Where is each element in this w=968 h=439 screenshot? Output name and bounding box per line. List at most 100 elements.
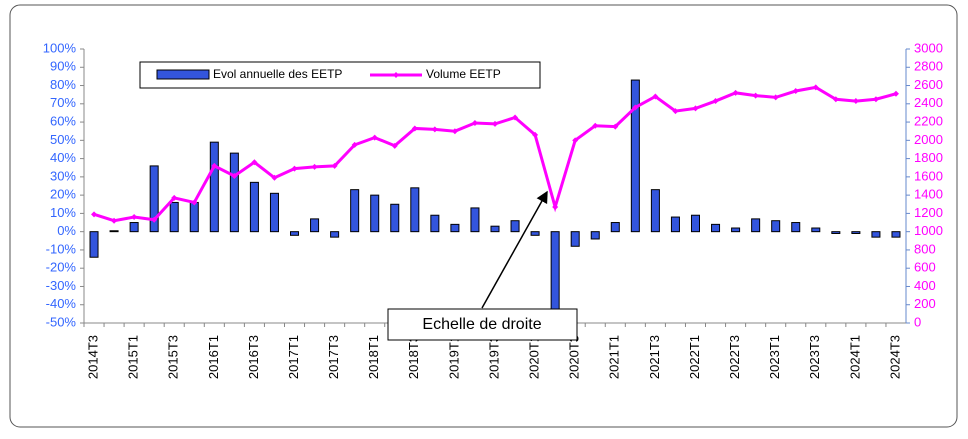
line-marker — [411, 125, 418, 132]
line-marker — [331, 162, 338, 169]
bar — [490, 225, 500, 233]
x-tick-label: 2016T1 — [206, 335, 221, 379]
line-marker — [712, 98, 719, 105]
y-tick-label: 40% — [50, 150, 76, 165]
annotation: Echelle de droite — [422, 316, 541, 333]
bar — [470, 207, 480, 233]
y2-tick-label: 800 — [914, 241, 936, 256]
line-marker — [351, 141, 358, 148]
bar — [731, 227, 741, 233]
x-tick-label: 2020T3 — [567, 335, 582, 379]
y2-tick-label: 0 — [914, 314, 921, 329]
line-marker — [832, 96, 839, 103]
x-tick-label: 2023T3 — [807, 335, 822, 379]
line-marker — [872, 96, 879, 103]
x-tick-label: 2019T3 — [486, 335, 501, 379]
y-tick-label: 10% — [50, 205, 76, 220]
bar — [149, 165, 159, 233]
y-tick-label: 30% — [50, 168, 76, 183]
y-tick-label: 90% — [50, 59, 76, 74]
bar — [711, 223, 721, 233]
bar — [129, 222, 139, 233]
legend-label: Volume EETP — [426, 67, 501, 81]
y2-tick-label: 1400 — [914, 187, 943, 202]
bar — [550, 231, 560, 320]
bar — [590, 231, 600, 240]
x-tick-label: 2024T1 — [847, 335, 862, 379]
line-marker — [852, 98, 859, 105]
bar — [450, 223, 460, 233]
bar — [570, 231, 580, 247]
line-marker — [652, 93, 659, 100]
x-tick-label: 2017T3 — [326, 335, 341, 379]
bar — [330, 231, 340, 238]
bar — [209, 141, 219, 233]
bar — [430, 214, 440, 233]
y2-tick-label: 1800 — [914, 150, 943, 165]
y2-tick-label: 1000 — [914, 223, 943, 238]
bar — [891, 231, 901, 238]
line-marker — [632, 104, 639, 111]
line-marker — [492, 120, 498, 127]
x-tick-label: 2016T3 — [246, 335, 261, 379]
line-marker — [211, 162, 218, 169]
y2-tick-label: 600 — [914, 260, 936, 275]
line-marker — [772, 94, 779, 101]
bar — [310, 218, 320, 233]
x-tick-label: 2017T1 — [286, 335, 301, 379]
line-marker — [692, 105, 699, 112]
bar — [751, 218, 761, 233]
annotation-arrow — [481, 190, 548, 309]
line-marker — [91, 211, 98, 218]
x-tick-label: 2021T3 — [647, 335, 662, 379]
bar — [871, 231, 881, 238]
bar — [109, 230, 119, 233]
x-tick-label: 2019T1 — [446, 335, 461, 379]
line-marker — [592, 122, 599, 129]
line-marker — [171, 194, 178, 201]
y2-tick-label: 2200 — [914, 114, 943, 129]
line-marker — [532, 131, 539, 138]
annotation-box — [387, 308, 578, 341]
bar — [290, 231, 300, 236]
bar — [189, 201, 199, 233]
bar — [771, 220, 781, 233]
bar — [510, 220, 520, 233]
y2-tick-label: 2600 — [914, 77, 943, 92]
line-marker — [191, 199, 198, 206]
bar — [269, 192, 279, 233]
x-tick-label: 2021T1 — [607, 335, 622, 379]
line-marker — [672, 108, 679, 115]
line-marker — [151, 216, 158, 223]
line-marker — [792, 88, 799, 95]
legend-marker — [393, 72, 399, 78]
x-tick-label: 2024T3 — [887, 335, 902, 379]
y2-tick-label: 2800 — [914, 59, 943, 74]
legend-label: Evol annuelle des EETP — [213, 67, 342, 81]
y-tick-label: -10% — [46, 241, 77, 256]
x-tick-label: 2018T3 — [406, 335, 421, 379]
line-marker — [732, 89, 739, 96]
bar — [390, 203, 400, 233]
line-marker — [371, 134, 378, 141]
x-tick-label: 2014T3 — [85, 335, 100, 379]
chart-frame — [9, 4, 958, 428]
y-tick-label: -40% — [46, 296, 77, 311]
bar — [791, 222, 801, 233]
bar — [811, 227, 821, 233]
bar — [851, 231, 861, 234]
y-tick-label: -30% — [46, 278, 77, 293]
y-tick-label: 0% — [57, 223, 76, 238]
x-tick-label: 2022T1 — [687, 335, 702, 379]
line-marker — [612, 123, 619, 130]
line-marker — [812, 84, 819, 91]
x-tick-label: 2015T3 — [166, 335, 181, 379]
bar — [169, 201, 179, 233]
bar — [670, 216, 680, 233]
line-marker — [251, 159, 258, 166]
line-marker — [752, 92, 759, 99]
bar — [249, 181, 259, 233]
y2-tick-label: 2400 — [914, 95, 943, 110]
bar — [410, 187, 420, 233]
